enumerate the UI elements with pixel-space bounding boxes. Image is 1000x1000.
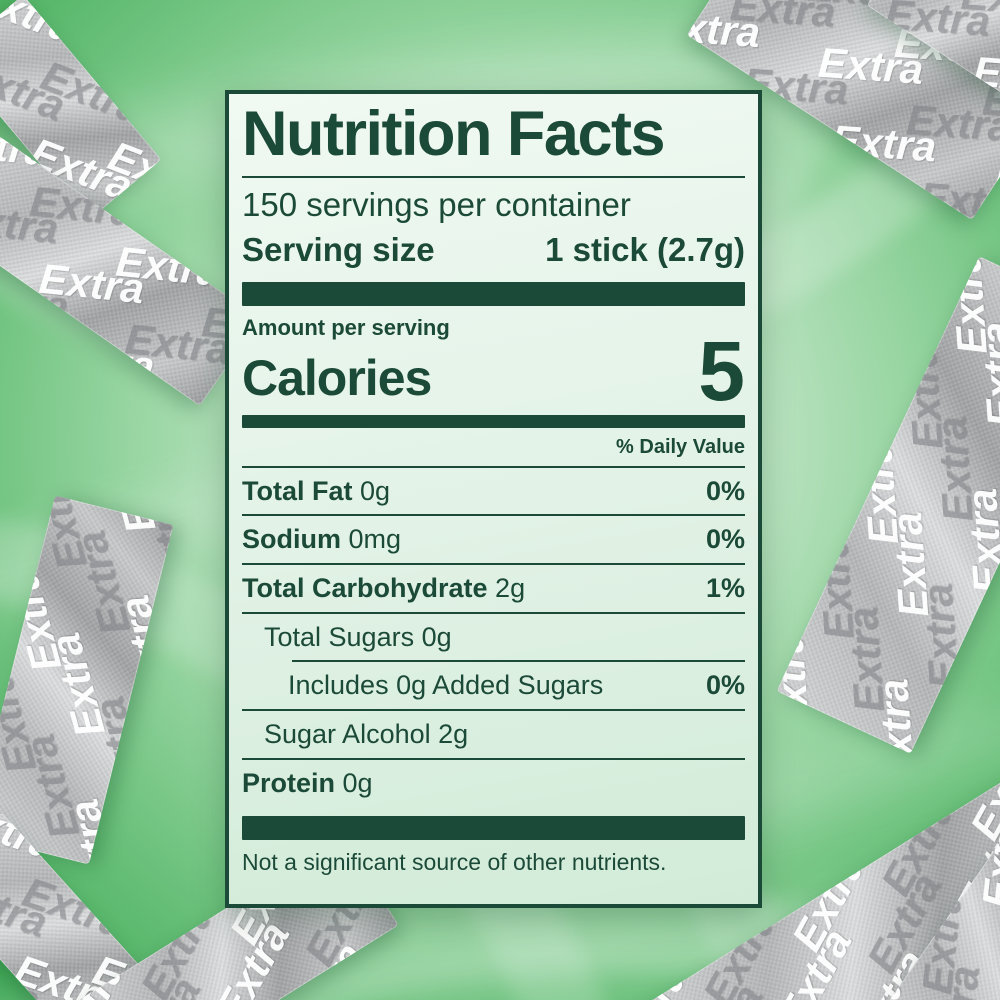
nutrient-amount: 2g <box>438 718 469 749</box>
nutrient-name: Total Sugars <box>264 621 415 652</box>
divider-bar <box>242 816 745 841</box>
nutrient-name-amount: Sodium 0mg <box>242 524 402 555</box>
nutrient-name-amount: Total Carbohydrate 2g <box>242 572 526 604</box>
nutrient-amount: 2g <box>495 572 526 603</box>
nutrient-row: Includes 0g Added Sugars 0% <box>242 662 745 709</box>
gum-brand-logo: Extra <box>917 173 1000 221</box>
gum-brand-logo: Extra <box>897 342 952 451</box>
nutrient-name-amount: Total Sugars 0g <box>242 621 452 653</box>
gum-brand-logo: Extra <box>808 533 863 642</box>
nutrient-dv: 0% <box>705 524 745 555</box>
gum-brand-logo: Extra <box>871 788 964 903</box>
gum-brand-logo: Extra <box>0 664 45 779</box>
gum-brand-logo: Extra <box>957 486 1000 596</box>
gum-brand-logo: Extra <box>282 935 375 1000</box>
nutrient-name: Total Carbohydrate <box>242 572 488 603</box>
nutrient-name: Includes 0g Added Sugars <box>288 670 604 701</box>
gum-brand-logo: Extra <box>0 562 71 677</box>
nutrient-dv: 0% <box>705 670 745 701</box>
amount-per-serving: Amount per serving <box>242 314 450 340</box>
nutrient-name: Protein <box>242 767 336 798</box>
nutrient-name-amount: Protein 0g <box>242 767 373 799</box>
nutrient-row: Total Fat 0g 0% <box>242 468 745 515</box>
nutrient-name-amount: Sugar Alcohol 2g <box>242 718 469 750</box>
nutrient-row: Total Carbohydrate 2g 1% <box>242 565 745 612</box>
gum-brand-logo: Extra <box>753 135 862 191</box>
nutrient-name-amount: Includes 0g Added Sugars <box>242 670 604 701</box>
divider <box>242 176 745 179</box>
nutrient-dv: 1% <box>705 572 745 603</box>
nutrient-name: Sugar Alcohol <box>264 718 431 749</box>
panel-title: Nutrition Facts <box>242 99 666 169</box>
gum-brand-logo: Extra <box>782 843 875 959</box>
separator <box>242 708 745 711</box>
serving-size-row: Serving size 1 stick (2.7g) <box>242 231 745 269</box>
nutrient-row: Sugar Alcohol 2g <box>242 711 745 758</box>
gum-brand-logo: Extra <box>161 495 173 500</box>
separator-indented <box>292 660 745 663</box>
gum-brand-logo: Extra <box>686 1 762 57</box>
gum-brand-logo: Extra <box>960 762 1000 848</box>
gum-brand-logo: Extra <box>869 677 924 754</box>
divider-bar <box>242 281 745 306</box>
gum-brand-logo: Extra <box>693 899 786 1000</box>
nutrient-row: Total Sugars 0g <box>242 614 745 661</box>
calories-row: Calories 5 <box>242 329 745 412</box>
separator <box>242 562 745 565</box>
nutrient-amount: 0g <box>421 621 452 652</box>
nutrition-facts-panel: Nutrition Facts 150 servings per contain… <box>225 90 762 908</box>
gum-brand-logo: Extra <box>84 692 158 807</box>
separator <box>242 514 745 517</box>
gum-brand-logo: Extra <box>23 495 96 575</box>
gum-brand-logo: Extra <box>829 116 938 171</box>
serving-size-label: Serving size <box>242 230 435 268</box>
gum-brand-logo: Extra <box>852 437 908 547</box>
footnote: Not a significant source of other nutrie… <box>242 849 667 876</box>
gum-brand-logo: Extra <box>135 495 174 603</box>
gum-brand-logo: Extra <box>943 654 998 754</box>
gum-brand-logo: Extra <box>128 758 174 865</box>
serving-size-value: 1 stick (2.7g) <box>545 230 745 268</box>
gum-brand-logo: Extra <box>941 256 996 356</box>
daily-value-header: % Daily Value <box>242 428 745 468</box>
nutrient-row: Sodium 0mg 0% <box>242 516 745 563</box>
nutrient-name: Total Fat <box>242 475 353 506</box>
calories-label: Calories <box>242 349 432 406</box>
gum-brand-logo: Extra <box>913 582 968 691</box>
nutrient-name-amount: Total Fat 0g <box>242 475 391 507</box>
gum-brand-logo: Extra <box>47 332 157 391</box>
nutrient-amount: 0mg <box>348 524 402 555</box>
separator <box>242 757 745 760</box>
nutrient-name: Sodium <box>242 524 341 555</box>
nutrient-dv: 0% <box>705 475 745 506</box>
gum-brand-logo: Extra <box>842 193 950 220</box>
nutrient-row: Protein 0g <box>242 760 745 807</box>
servings-per-container: 150 servings per container <box>242 186 631 224</box>
gum-brand-logo: Extra <box>0 0 82 53</box>
gum-brand-logo: Extra <box>776 628 819 737</box>
gum-brand-logo: Extra <box>131 892 299 1000</box>
calories-value: 5 <box>698 324 745 419</box>
gum-brand-logo: Extra <box>59 794 133 865</box>
gum-brand-logo: Extra <box>110 590 174 705</box>
separator <box>242 611 745 614</box>
nutrient-amount: 0g <box>342 767 373 798</box>
gum-brand-logo: Extra <box>153 656 174 771</box>
nutrient-amount: 0g <box>360 475 391 506</box>
divider-bar <box>242 414 745 428</box>
gum-brand-logo: Extra <box>633 955 697 1000</box>
